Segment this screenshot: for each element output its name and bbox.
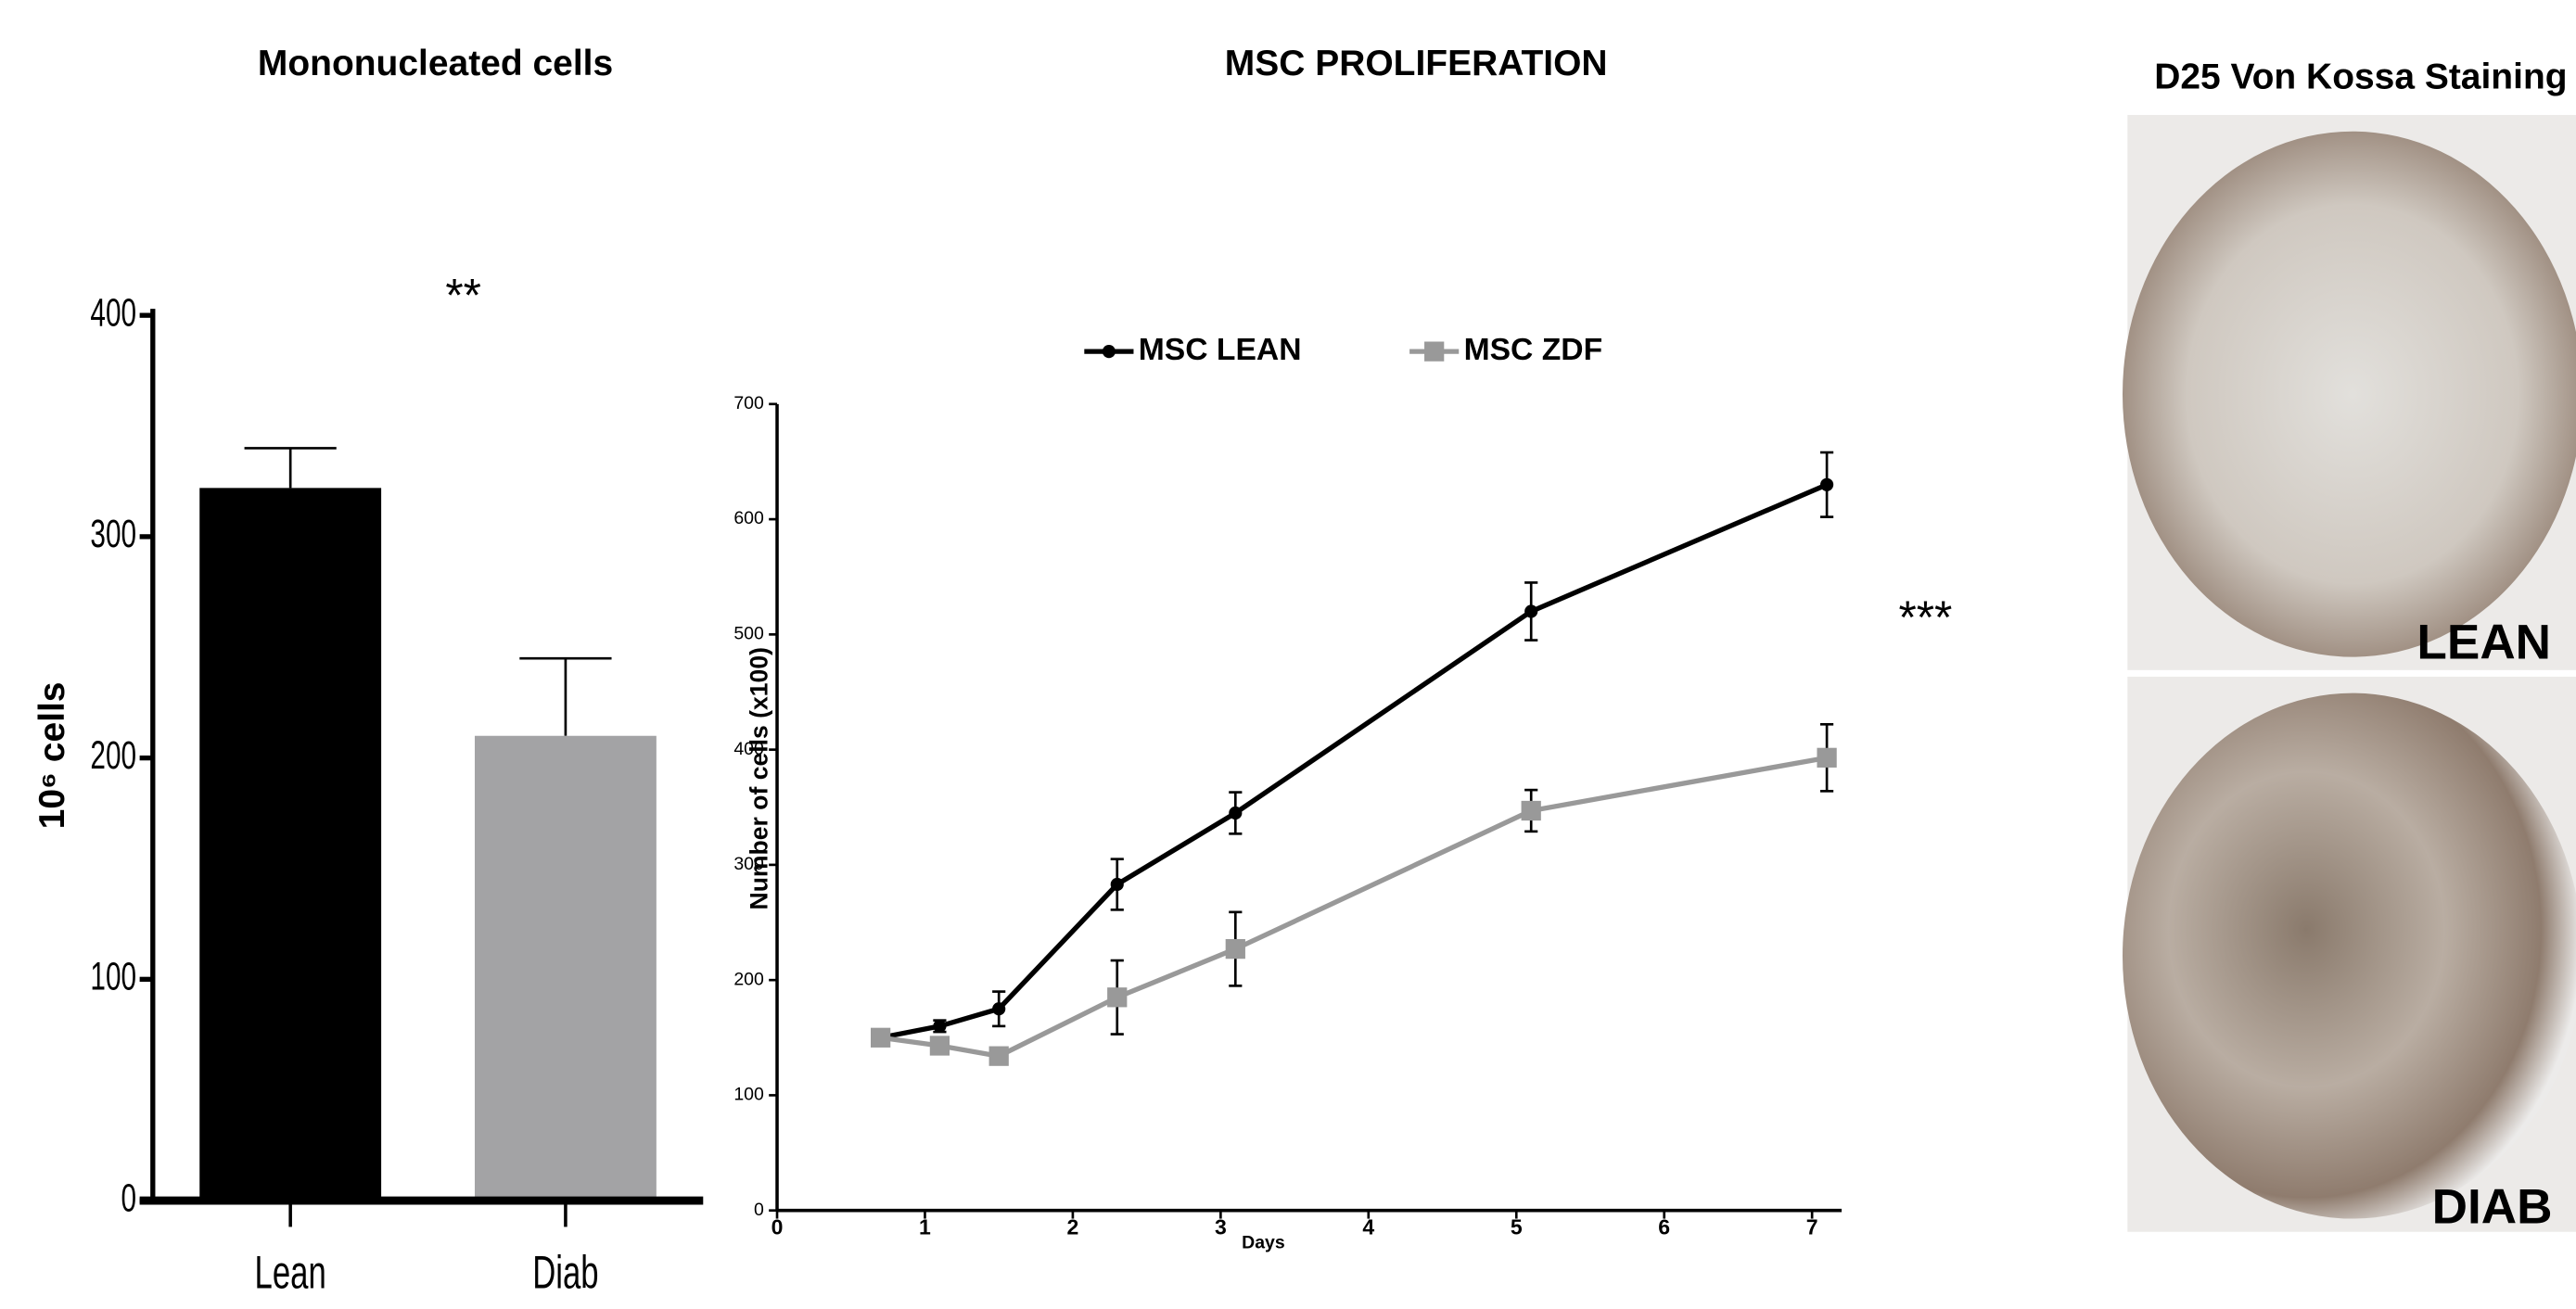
y-tick-label: 300: [90, 512, 136, 556]
x-tick-label: 2: [1067, 1214, 1079, 1239]
marker: [933, 1019, 947, 1033]
y-tick-label: 400: [733, 739, 764, 759]
y-axis-label: 10⁶ cells: [32, 682, 72, 830]
marker: [992, 1002, 1006, 1016]
x-tick-label: 1: [919, 1214, 931, 1239]
marker: [988, 1046, 1009, 1066]
marker: [1521, 800, 1541, 821]
y-tick-label: 200: [733, 969, 764, 989]
series-line: [880, 755, 1828, 1059]
bar: [474, 735, 657, 1201]
marker: [1107, 987, 1128, 1008]
x-tick-label: 4: [1362, 1214, 1374, 1239]
error-bar: [244, 447, 337, 489]
annotation: **: [445, 270, 481, 322]
y-tick-label: 700: [733, 393, 764, 413]
series-line: [880, 482, 1829, 1040]
marker: [871, 1027, 891, 1048]
photo-label: LEAN: [2417, 615, 2551, 669]
marker: [1110, 877, 1124, 892]
panel-title: D25 Von Kossa Staining: [2154, 57, 2567, 96]
well-diab: [2123, 693, 2576, 1219]
legend-label: MSC ZDF: [1464, 333, 1603, 367]
marker: [1424, 341, 1445, 362]
marker: [929, 1036, 950, 1056]
y-tick-label: 400: [90, 290, 136, 335]
x-tick-label: 6: [1658, 1214, 1670, 1239]
error-bar: [519, 656, 612, 736]
y-tick-label: 200: [90, 733, 136, 778]
legend-label: MSC LEAN: [1139, 333, 1302, 367]
annotation: ***: [1898, 591, 1952, 643]
marker: [1229, 806, 1243, 820]
chart-title: Mononucleated cells: [258, 44, 613, 83]
x-axis-label: Days: [1242, 1232, 1285, 1252]
y-tick-label: 300: [733, 854, 764, 874]
marker: [1102, 345, 1116, 359]
y-tick-label: 500: [733, 624, 764, 644]
y-tick-label: 100: [90, 954, 136, 998]
marker: [1820, 477, 1834, 491]
y-tick-label: 0: [754, 1200, 764, 1220]
photo-label: DIAB: [2432, 1180, 2553, 1235]
marker: [1225, 938, 1245, 960]
y-tick-label: 100: [733, 1085, 764, 1105]
y-tick-label: 600: [733, 508, 764, 528]
x-tick-label: 0: [772, 1214, 784, 1239]
chart-title: MSC PROLIFERATION: [1225, 44, 1608, 83]
bar: [199, 488, 382, 1201]
y-axis-label: Number of cells (x100): [745, 647, 772, 909]
x-tick-label: Diab: [532, 1248, 598, 1300]
x-tick-label: 3: [1215, 1214, 1227, 1239]
x-tick-label: 5: [1511, 1214, 1523, 1239]
marker: [1817, 747, 1837, 768]
y-tick-label: 0: [121, 1176, 137, 1220]
well-lean: [2123, 131, 2576, 657]
x-tick-label: Lean: [255, 1248, 326, 1300]
x-tick-label: 7: [1806, 1214, 1818, 1239]
marker: [1524, 604, 1538, 618]
